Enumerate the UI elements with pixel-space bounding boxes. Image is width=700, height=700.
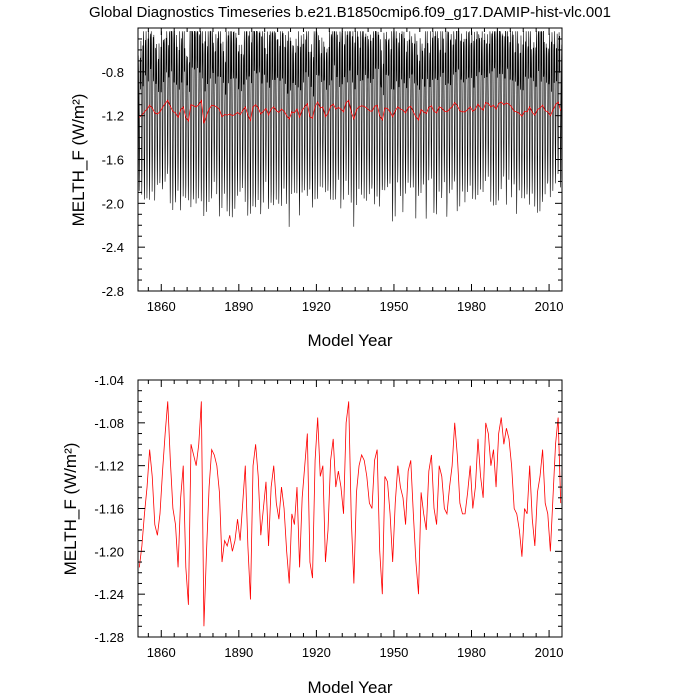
x-tick-label: 2010 <box>535 299 564 314</box>
x-tick-label: 1860 <box>147 645 176 660</box>
series-monthly-line <box>137 30 563 227</box>
y-tick-label: -1.2 <box>102 109 124 124</box>
x-tick-label: 1920 <box>302 645 331 660</box>
chart-bottom: 1860 1890 1920 1950 1980 2010 -1.28 -1.24 -1.20 -… <box>61 373 564 697</box>
x-tick-label: 1890 <box>224 299 253 314</box>
bottom-plot-lines <box>138 401 562 627</box>
x-tick-label: 1950 <box>379 299 408 314</box>
y-tick-label: -1.28 <box>94 630 124 645</box>
top-y-axis-label: MELTH_F (W/m²) <box>69 94 88 227</box>
x-tick-label: 2010 <box>535 645 564 660</box>
series-annual-line <box>139 99 562 124</box>
y-tick-label: -1.16 <box>94 502 124 517</box>
top-plot-lines <box>137 30 563 227</box>
x-tick-label: 1920 <box>302 299 331 314</box>
bottom-axis-ticks: 1860 1890 1920 1950 1980 2010 -1.28 -1.24 -1.20 -… <box>94 373 563 660</box>
bottom-y-axis-label: MELTH_F (W/m²) <box>61 443 80 576</box>
series-annual-line <box>138 401 562 627</box>
y-tick-label: -1.12 <box>94 459 124 474</box>
y-tick-label: -1.20 <box>94 544 124 559</box>
y-tick-label: -1.6 <box>102 153 124 168</box>
x-tick-label: 1980 <box>457 299 486 314</box>
figure-title: Global Diagnostics Timeseries b.e21.B185… <box>89 4 611 21</box>
top-axis-ticks: 1860 1890 1920 1950 1980 2010 -2.8 -2.4 -2.0 -1.6… <box>102 27 564 314</box>
top-x-axis-label: Model Year <box>307 331 392 350</box>
y-tick-label: -2.8 <box>102 284 124 299</box>
y-tick-label: -2.0 <box>102 196 124 211</box>
bottom-x-axis-label: Model Year <box>307 678 392 697</box>
x-tick-label: 1890 <box>224 645 253 660</box>
x-tick-label: 1950 <box>379 645 408 660</box>
y-tick-label: -1.08 <box>94 416 124 431</box>
chart-top: 1860 1890 1920 1950 1980 2010 -2.8 -2.4 -2.0 -1.6… <box>69 27 564 350</box>
y-tick-label: -1.04 <box>94 373 124 388</box>
y-tick-label: -2.4 <box>102 240 124 255</box>
y-tick-label: -1.24 <box>94 587 124 602</box>
y-tick-label: -0.8 <box>102 65 124 80</box>
x-tick-label: 1980 <box>457 645 486 660</box>
x-tick-label: 1860 <box>147 299 176 314</box>
